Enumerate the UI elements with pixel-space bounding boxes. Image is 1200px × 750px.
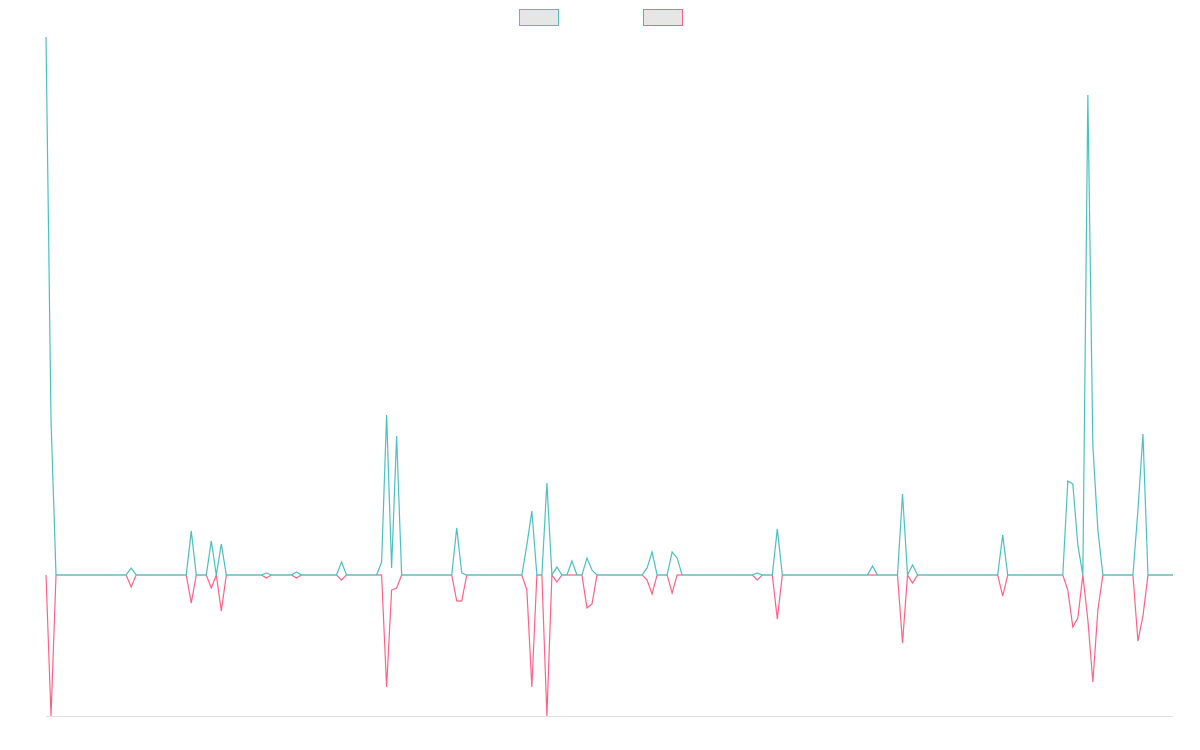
legend-swatch <box>519 9 559 26</box>
legend-swatch <box>643 9 683 26</box>
series-line <box>45 36 1173 578</box>
series-line <box>45 572 1173 717</box>
